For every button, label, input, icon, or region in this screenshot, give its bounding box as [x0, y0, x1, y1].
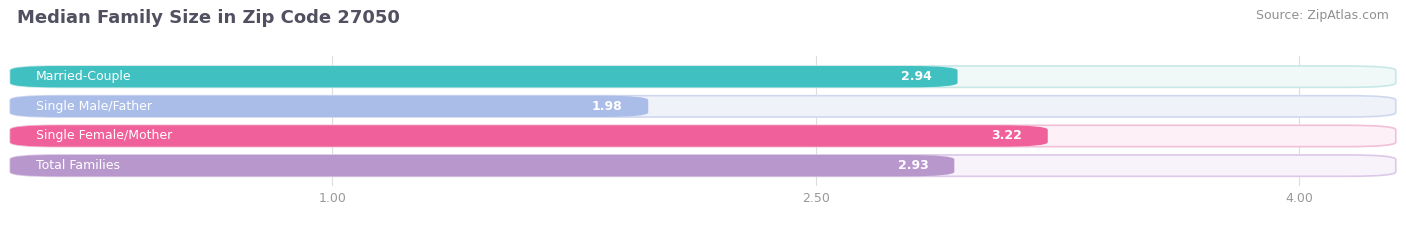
Text: Source: ZipAtlas.com: Source: ZipAtlas.com — [1256, 9, 1389, 22]
FancyBboxPatch shape — [10, 96, 1396, 117]
FancyBboxPatch shape — [10, 96, 648, 117]
FancyBboxPatch shape — [10, 125, 1047, 147]
Text: Median Family Size in Zip Code 27050: Median Family Size in Zip Code 27050 — [17, 9, 399, 27]
Text: Single Male/Father: Single Male/Father — [37, 100, 152, 113]
FancyBboxPatch shape — [10, 125, 1396, 147]
FancyBboxPatch shape — [10, 66, 957, 87]
FancyBboxPatch shape — [10, 155, 1396, 176]
Text: 2.94: 2.94 — [901, 70, 932, 83]
Text: Total Families: Total Families — [37, 159, 120, 172]
FancyBboxPatch shape — [10, 155, 955, 176]
Text: Single Female/Mother: Single Female/Mother — [37, 130, 173, 143]
Text: Married-Couple: Married-Couple — [37, 70, 132, 83]
Text: 2.93: 2.93 — [898, 159, 928, 172]
FancyBboxPatch shape — [10, 66, 1396, 87]
Text: 1.98: 1.98 — [592, 100, 623, 113]
Text: 3.22: 3.22 — [991, 130, 1022, 143]
